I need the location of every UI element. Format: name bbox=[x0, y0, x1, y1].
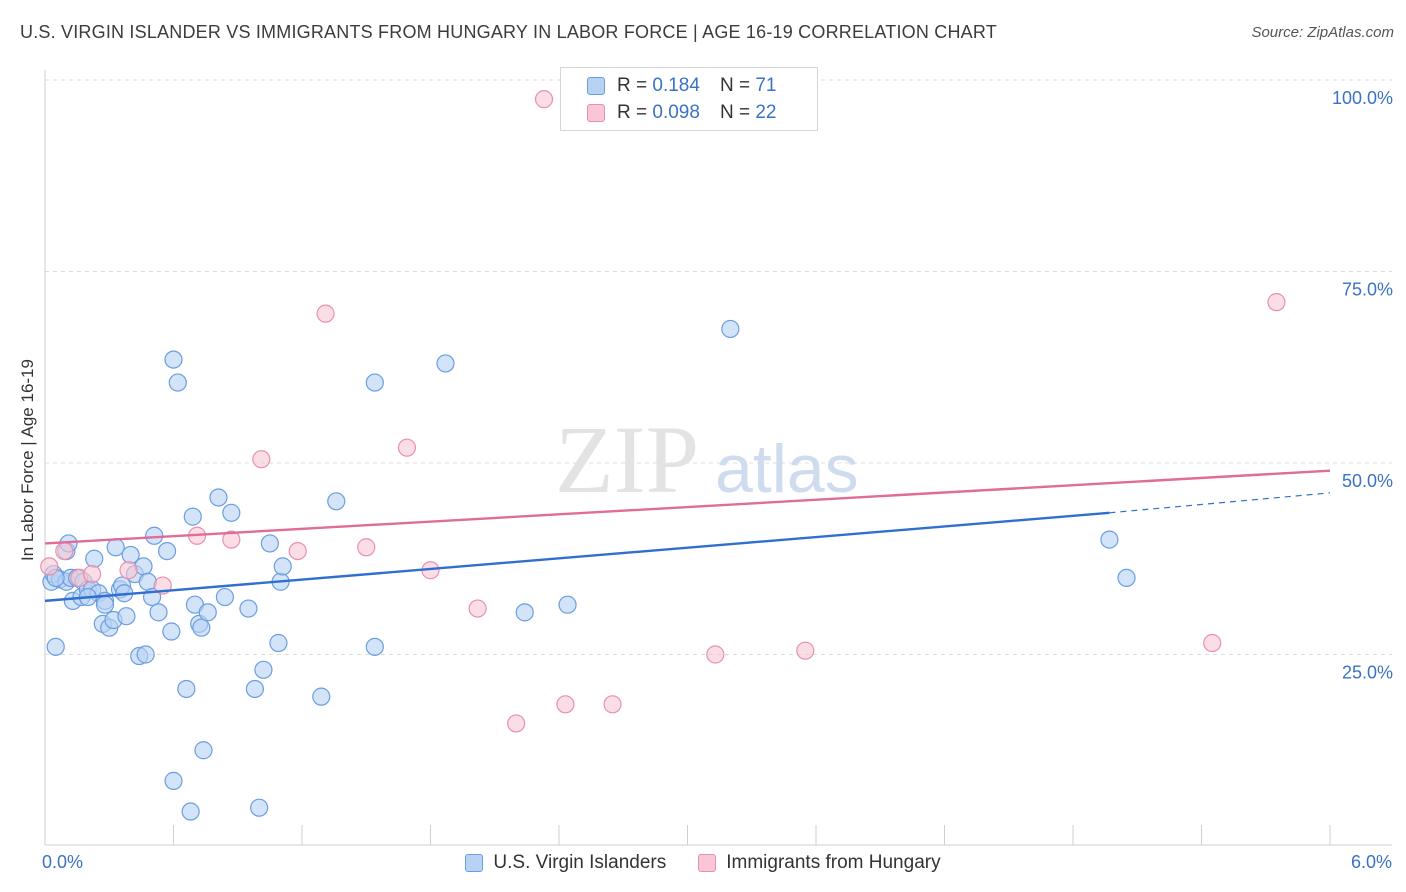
point-hungary bbox=[468, 599, 487, 618]
legend-item-hungary[interactable]: Immigrants from Hungary bbox=[698, 852, 941, 874]
point-virgin-islanders bbox=[1100, 530, 1119, 549]
point-hungary bbox=[357, 538, 376, 557]
point-virgin-islanders bbox=[192, 618, 211, 637]
point-virgin-islanders bbox=[312, 687, 331, 706]
stats-legend: R = 0.184 N = 71 R = 0.098 N = 22 bbox=[560, 67, 818, 131]
legend-swatch-pink bbox=[587, 104, 605, 122]
point-hungary bbox=[1267, 293, 1286, 312]
watermark: ZIP atlas bbox=[555, 406, 859, 513]
point-hungary bbox=[1203, 633, 1222, 653]
point-virgin-islanders bbox=[222, 503, 241, 522]
point-virgin-islanders bbox=[721, 319, 740, 339]
point-virgin-islanders bbox=[254, 660, 273, 679]
point-virgin-islanders bbox=[1117, 568, 1136, 588]
point-virgin-islanders bbox=[46, 637, 65, 656]
point-hungary bbox=[222, 530, 241, 549]
legend-swatch-blue bbox=[465, 854, 484, 872]
point-virgin-islanders bbox=[365, 637, 384, 656]
legend-swatch-blue bbox=[587, 77, 605, 95]
r-value: 0.184 bbox=[652, 75, 700, 96]
point-hungary bbox=[534, 90, 554, 109]
point-virgin-islanders bbox=[168, 373, 187, 392]
point-virgin-islanders bbox=[194, 741, 213, 760]
point-virgin-islanders bbox=[273, 557, 292, 576]
point-hungary bbox=[119, 561, 138, 580]
series-legend: U.S. Virgin Islanders Immigrants from Hu… bbox=[0, 852, 1406, 874]
y-tick-label: 75.0% bbox=[1342, 280, 1393, 300]
point-virgin-islanders bbox=[177, 679, 196, 699]
point-virgin-islanders bbox=[183, 507, 202, 526]
point-virgin-islanders bbox=[365, 373, 384, 392]
point-virgin-islanders bbox=[515, 603, 534, 622]
r-label: R = bbox=[617, 75, 648, 96]
y-tick-label: 50.0% bbox=[1342, 471, 1393, 491]
point-virgin-islanders bbox=[260, 534, 279, 553]
point-virgin-islanders bbox=[162, 622, 181, 641]
trend-line-virgin-islanders bbox=[44, 511, 1110, 603]
point-virgin-islanders bbox=[198, 603, 217, 622]
point-virgin-islanders bbox=[134, 557, 153, 576]
point-virgin-islanders bbox=[209, 488, 228, 507]
point-hungary bbox=[556, 695, 575, 714]
stats-row-hungary: R = 0.098 N = 22 bbox=[587, 101, 776, 125]
point-hungary bbox=[507, 714, 526, 733]
trend-extension-dashed bbox=[1109, 492, 1331, 514]
point-virgin-islanders bbox=[149, 603, 168, 622]
legend-label: Immigrants from Hungary bbox=[726, 852, 941, 873]
n-label: N = bbox=[719, 102, 751, 123]
point-virgin-islanders bbox=[269, 633, 288, 653]
point-virgin-islanders bbox=[436, 354, 455, 373]
point-hungary bbox=[796, 641, 815, 660]
point-virgin-islanders bbox=[215, 587, 234, 607]
point-hungary bbox=[706, 645, 725, 664]
point-hungary bbox=[83, 564, 102, 584]
watermark-zip: ZIP bbox=[555, 406, 699, 513]
watermark-atlas: atlas bbox=[715, 431, 859, 507]
r-label: R = bbox=[617, 102, 648, 123]
point-virgin-islanders bbox=[117, 607, 136, 626]
point-hungary bbox=[252, 450, 271, 469]
chart-title: U.S. VIRGIN ISLANDER VS IMMIGRANTS FROM … bbox=[20, 22, 997, 42]
point-virgin-islanders bbox=[85, 549, 104, 568]
point-virgin-islanders bbox=[138, 572, 157, 591]
y-tick-label: 25.0% bbox=[1342, 663, 1393, 683]
point-hungary bbox=[397, 438, 417, 457]
point-virgin-islanders bbox=[181, 802, 200, 821]
point-virgin-islanders bbox=[95, 595, 115, 614]
trend-line-hungary bbox=[44, 469, 1331, 545]
point-virgin-islanders bbox=[245, 679, 264, 699]
legend-label: U.S. Virgin Islanders bbox=[493, 852, 667, 873]
point-hungary bbox=[316, 304, 335, 323]
point-hungary bbox=[40, 557, 59, 576]
axes bbox=[44, 70, 1392, 846]
point-virgin-islanders bbox=[106, 538, 125, 557]
point-virgin-islanders bbox=[157, 541, 177, 561]
y-axis-label: In Labor Force | Age 16-19 bbox=[18, 359, 37, 561]
point-hungary bbox=[603, 695, 622, 714]
point-virgin-islanders bbox=[239, 599, 258, 618]
point-virgin-islanders bbox=[164, 771, 183, 790]
y-tick-labels: 25.0% 50.0% 75.0% 100.0% bbox=[1332, 88, 1393, 683]
point-virgin-islanders bbox=[250, 798, 269, 817]
point-virgin-islanders bbox=[136, 645, 155, 664]
r-value: 0.098 bbox=[652, 102, 700, 123]
legend-swatch-pink bbox=[698, 854, 717, 872]
n-label: N = bbox=[719, 75, 751, 96]
point-virgin-islanders bbox=[558, 595, 577, 614]
trend-lines bbox=[44, 469, 1331, 603]
n-value: 22 bbox=[755, 102, 777, 123]
n-value: 71 bbox=[755, 75, 777, 96]
gridlines bbox=[45, 79, 1392, 655]
x-tick-max: 6.0% bbox=[1350, 852, 1392, 872]
point-hungary bbox=[288, 541, 307, 561]
y-tick-label: 100.0% bbox=[1332, 88, 1393, 108]
source-label: Source: ZipAtlas.com bbox=[1251, 24, 1394, 41]
stats-row-virgin-islanders: R = 0.184 N = 71 bbox=[587, 74, 776, 98]
point-hungary bbox=[55, 541, 74, 561]
x-tick-min: 0.0% bbox=[42, 852, 84, 872]
legend-item-virgin-islanders[interactable]: U.S. Virgin Islanders bbox=[465, 852, 666, 874]
point-virgin-islanders bbox=[164, 350, 183, 369]
point-virgin-islanders bbox=[327, 492, 346, 511]
